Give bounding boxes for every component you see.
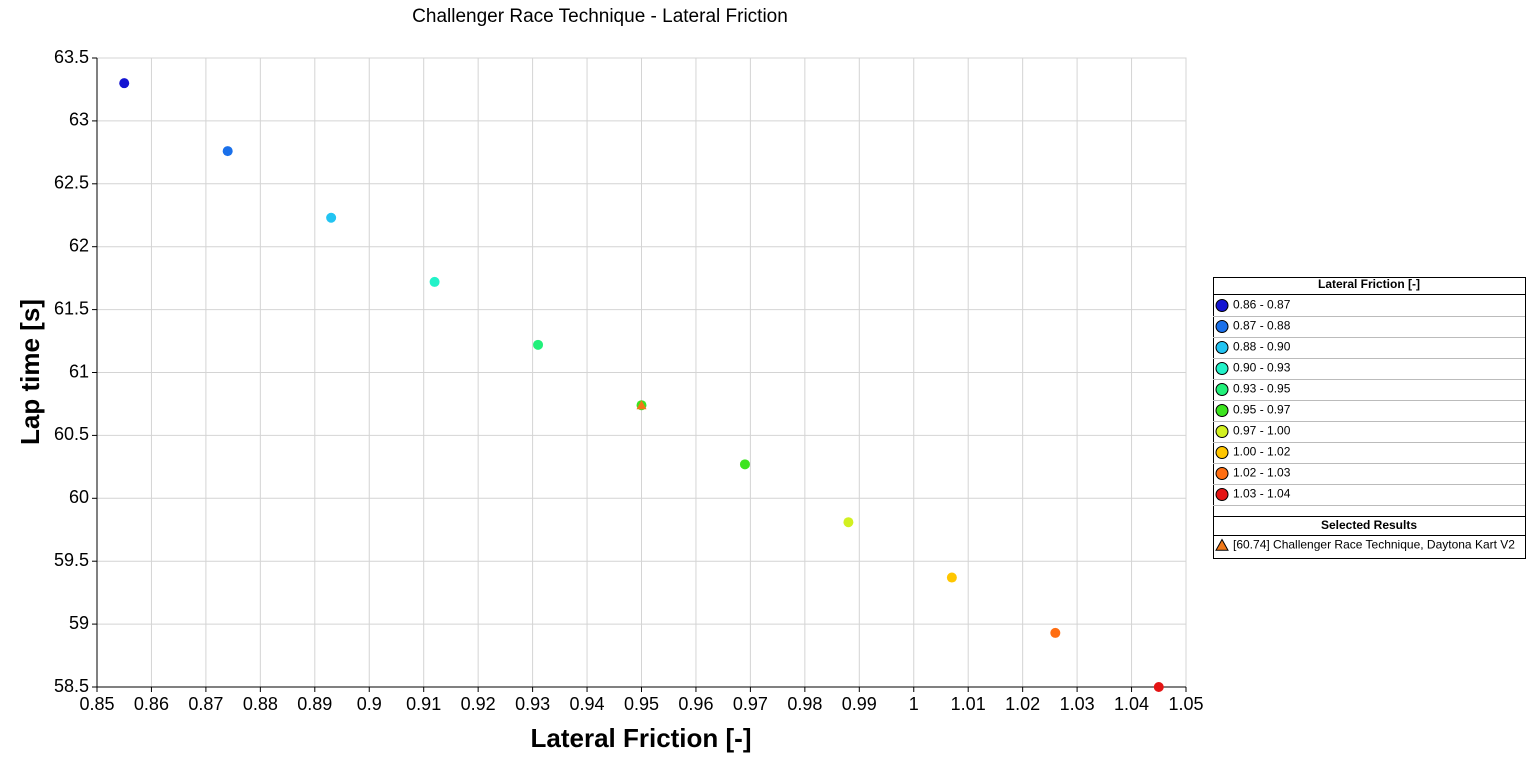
- legend-marker: [1215, 404, 1229, 417]
- legend-section-title: Selected Results: [1321, 518, 1417, 532]
- legend-label: 1.00 - 1.02: [1233, 445, 1291, 459]
- y-tick-label: 60: [69, 487, 89, 507]
- legend-label: 0.93 - 0.95: [1233, 382, 1291, 396]
- y-tick-label: 63: [69, 110, 89, 130]
- legend-title: Lateral Friction [-]: [1318, 277, 1420, 291]
- legend-label: 0.86 - 0.87: [1233, 298, 1291, 312]
- y-tick-label: 62.5: [54, 173, 89, 193]
- point: [739, 459, 750, 470]
- selected-point: [636, 400, 647, 410]
- x-tick-label: 1.01: [951, 694, 986, 714]
- legend-label: 1.02 - 1.03: [1233, 466, 1291, 480]
- legend-label: 0.95 - 0.97: [1233, 403, 1291, 417]
- x-tick-label: 1: [909, 694, 919, 714]
- y-axis-label: Lap time [s]: [15, 299, 45, 445]
- legend-marker: [1215, 446, 1229, 459]
- x-tick-label: 0.88: [243, 694, 278, 714]
- y-tick-label: 58.5: [54, 676, 89, 696]
- x-tick-label: 0.97: [733, 694, 768, 714]
- point: [533, 339, 544, 350]
- chart-title: Challenger Race Technique - Lateral Fric…: [412, 6, 788, 27]
- legend-label: [60.74] Challenger Race Technique, Dayto…: [1233, 538, 1515, 552]
- y-tick-label: 59.5: [54, 550, 89, 570]
- x-tick-label: 0.98: [787, 694, 822, 714]
- x-tick-label: 0.87: [188, 694, 223, 714]
- x-tick-label: 0.93: [515, 694, 550, 714]
- x-tick-label: 1.04: [1114, 694, 1149, 714]
- legend-marker: [1215, 538, 1229, 551]
- x-tick-label: 0.94: [570, 694, 605, 714]
- point: [843, 517, 854, 528]
- y-tick-label: 60.5: [54, 424, 89, 444]
- legend-marker: [1215, 467, 1229, 480]
- x-tick-label: 0.85: [79, 694, 114, 714]
- x-tick-label: 0.92: [461, 694, 496, 714]
- x-tick-label: 0.89: [297, 694, 332, 714]
- legend-label: 0.87 - 0.88: [1233, 319, 1291, 333]
- legend-marker: [1215, 320, 1229, 333]
- x-tick-label: 0.99: [842, 694, 877, 714]
- x-tick-label: 1.05: [1168, 694, 1203, 714]
- legend-label: 0.88 - 0.90: [1233, 340, 1291, 354]
- legend-label: 0.97 - 1.00: [1233, 424, 1291, 438]
- legend-marker: [1215, 425, 1229, 438]
- legend-marker: [1215, 299, 1229, 312]
- x-tick-label: 0.91: [406, 694, 441, 714]
- point: [946, 572, 957, 583]
- x-tick-label: 0.95: [624, 694, 659, 714]
- y-tick-label: 63.5: [54, 47, 89, 67]
- y-tick-label: 59: [69, 613, 89, 633]
- point: [326, 212, 337, 223]
- y-tick-label: 61: [69, 361, 89, 381]
- x-axis-label: Lateral Friction [-]: [530, 723, 751, 753]
- legend-box: [1213, 277, 1526, 559]
- legend-marker: [1215, 383, 1229, 396]
- point: [429, 276, 440, 287]
- legend-marker: [1215, 488, 1229, 501]
- legend-marker: [1215, 341, 1229, 354]
- point: [1050, 627, 1061, 638]
- y-tick-label: 61.5: [54, 298, 89, 318]
- point: [222, 146, 233, 157]
- legend-label: 0.90 - 0.93: [1233, 361, 1291, 375]
- x-tick-label: 0.9: [357, 694, 382, 714]
- x-tick-label: 0.96: [678, 694, 713, 714]
- point: [119, 78, 130, 89]
- legend-marker: [1215, 362, 1229, 375]
- y-tick-label: 62: [69, 235, 89, 255]
- x-tick-label: 1.02: [1005, 694, 1040, 714]
- x-tick-label: 0.86: [134, 694, 169, 714]
- x-tick-label: 1.03: [1060, 694, 1095, 714]
- point: [1153, 682, 1164, 692]
- legend-label: 1.03 - 1.04: [1233, 487, 1291, 501]
